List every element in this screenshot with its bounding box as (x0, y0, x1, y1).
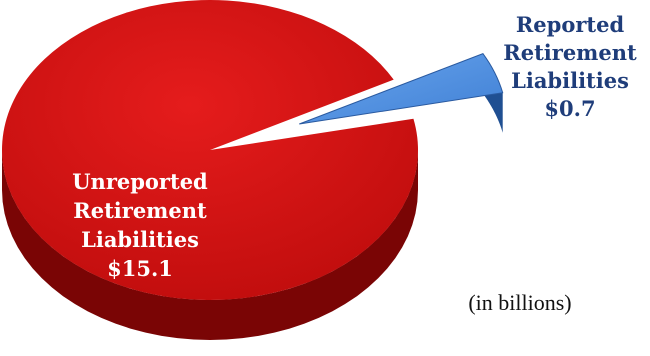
slice-reported (299, 53, 504, 125)
unreported-label: Unreported Retirement Liabilities $15.1 (72, 169, 208, 281)
unit-note: (in billions) (468, 290, 571, 315)
reported-label-line: $0.7 (544, 96, 595, 121)
reported-label: Reported Retirement Liabilities $0.7 (503, 12, 637, 121)
unreported-label-line: $15.1 (107, 256, 173, 281)
unreported-label-line: Retirement (73, 198, 207, 223)
reported-label-line: Retirement (503, 40, 637, 65)
reported-label-line: Reported (516, 12, 625, 37)
slice-unreported (2, 0, 418, 301)
slice-unreported-side (2, 150, 418, 340)
unreported-label-line: Liabilities (81, 227, 199, 252)
pie-labels: Unreported Retirement Liabilities $15.1 Repo… (72, 12, 637, 281)
reported-label-line: Liabilities (511, 68, 629, 93)
pie-slices (2, 0, 504, 340)
unreported-label-line: Unreported (72, 169, 208, 194)
